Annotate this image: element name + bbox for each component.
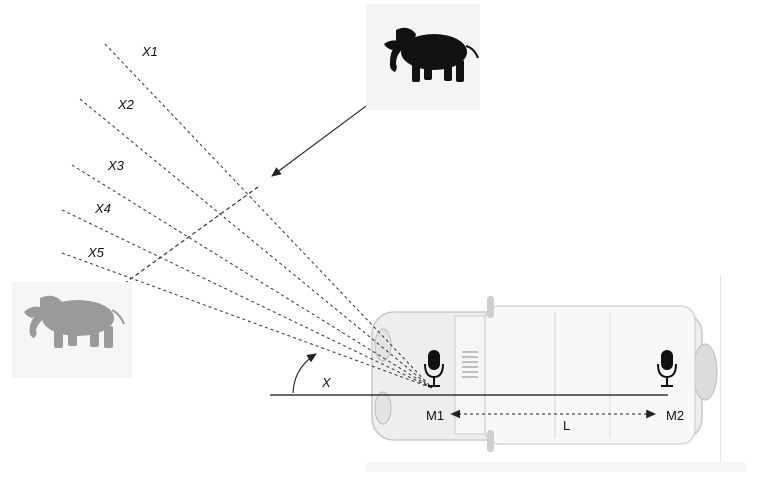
direction-line-x4 [61,209,433,389]
microphone-icon [657,350,677,387]
direction-label-x3: X3 [107,158,125,173]
microphone-icon [424,350,444,387]
elephant-icon [366,4,480,110]
mic-label-m2: M2 [666,408,684,423]
angle-arc [292,353,317,394]
direction-label-x2: X2 [117,97,135,112]
direction-label-x5: X5 [87,245,105,260]
spacing-label: L [563,418,570,433]
direction-lines [61,43,433,389]
elephant-path-dashed [106,186,259,297]
direction-line-x1 [104,43,433,389]
vehicle-top-view [366,275,746,472]
angle-label: X [321,375,332,390]
mic-label-m1: M1 [426,408,444,423]
direction-line-x2 [79,98,433,389]
direction-label-x4: X4 [94,201,111,216]
elephant-faded-icon [12,282,132,378]
direction-line-x3 [71,164,433,389]
direction-label-x1: X1 [141,44,158,59]
